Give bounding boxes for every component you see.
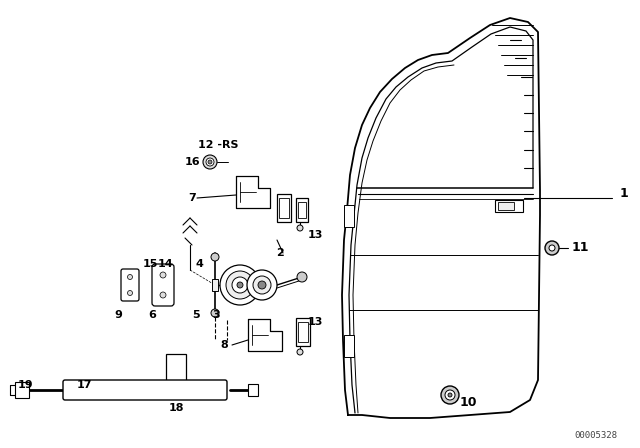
Bar — [296, 318, 310, 346]
Text: 2: 2 — [276, 248, 284, 258]
FancyBboxPatch shape — [121, 269, 139, 301]
Bar — [277, 194, 291, 222]
Text: 13: 13 — [308, 317, 323, 327]
Bar — [495, 200, 523, 212]
Text: 13: 13 — [308, 230, 323, 240]
Circle shape — [297, 349, 303, 355]
Text: 11: 11 — [572, 241, 589, 254]
Text: 5: 5 — [192, 310, 200, 320]
Circle shape — [208, 160, 212, 164]
Circle shape — [211, 309, 219, 317]
Circle shape — [297, 272, 307, 282]
Circle shape — [448, 393, 452, 397]
Circle shape — [545, 241, 559, 255]
Bar — [15, 382, 29, 398]
Circle shape — [237, 282, 243, 288]
Text: 14: 14 — [158, 259, 173, 269]
Text: 15: 15 — [143, 259, 158, 269]
Text: 3: 3 — [212, 310, 220, 320]
Bar — [298, 322, 308, 342]
Text: 8: 8 — [220, 340, 228, 350]
Text: 7: 7 — [188, 193, 196, 203]
Circle shape — [127, 290, 132, 296]
Text: 6: 6 — [148, 310, 156, 320]
Circle shape — [220, 265, 260, 305]
Text: 12 -RS: 12 -RS — [198, 140, 239, 150]
Bar — [248, 384, 258, 396]
FancyBboxPatch shape — [152, 264, 174, 306]
Bar — [498, 202, 514, 210]
Text: 9: 9 — [114, 310, 122, 320]
Circle shape — [127, 275, 132, 280]
Circle shape — [297, 225, 303, 231]
Text: 19: 19 — [18, 380, 34, 390]
Circle shape — [549, 245, 555, 251]
Bar — [296, 198, 308, 222]
Circle shape — [232, 277, 248, 293]
Text: 18: 18 — [168, 403, 184, 413]
Bar — [344, 335, 354, 357]
Text: 16: 16 — [185, 157, 200, 167]
Text: 17: 17 — [77, 380, 93, 390]
Circle shape — [445, 390, 455, 400]
Circle shape — [253, 276, 271, 294]
Bar — [279, 198, 289, 218]
Bar — [344, 205, 354, 227]
Circle shape — [206, 158, 214, 166]
Circle shape — [203, 155, 217, 169]
Circle shape — [441, 386, 459, 404]
Circle shape — [160, 292, 166, 298]
Text: 1: 1 — [620, 186, 628, 199]
Bar — [212, 279, 218, 291]
Circle shape — [160, 272, 166, 278]
Text: 00005328: 00005328 — [574, 431, 617, 440]
Circle shape — [226, 271, 254, 299]
Circle shape — [211, 253, 219, 261]
Circle shape — [258, 281, 266, 289]
FancyBboxPatch shape — [63, 380, 227, 400]
Text: 10: 10 — [460, 396, 477, 409]
Text: 4: 4 — [196, 259, 204, 269]
Circle shape — [247, 270, 277, 300]
Bar — [298, 202, 306, 218]
Bar — [166, 354, 186, 390]
